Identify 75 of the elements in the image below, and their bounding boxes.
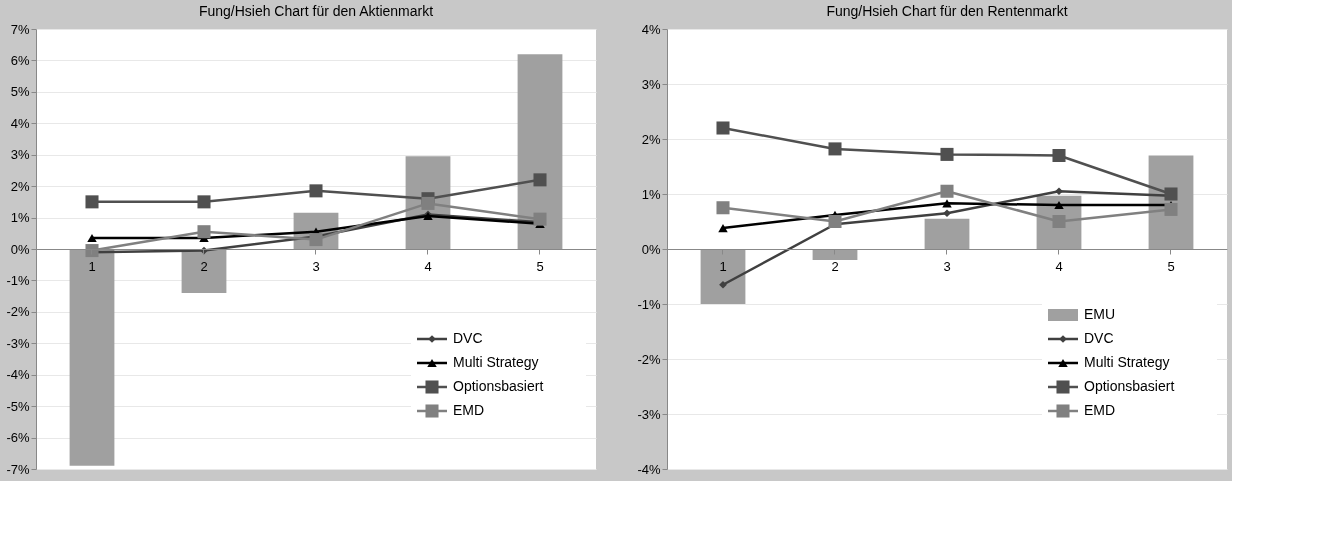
point xyxy=(716,121,730,135)
point xyxy=(943,209,951,218)
y-tick-label: -2% xyxy=(637,351,661,367)
point xyxy=(718,223,728,233)
point xyxy=(197,225,211,239)
y-tick-label: 2% xyxy=(641,131,661,147)
y-tick-label: 2% xyxy=(10,178,30,194)
y-tick-label: 5% xyxy=(10,84,30,100)
legend-label: Multi Strategy xyxy=(1084,354,1170,370)
point xyxy=(197,195,211,209)
legend-label: EMU xyxy=(1084,306,1116,322)
legend-label: Optionsbasiert xyxy=(453,378,544,394)
x-tick-label: 1 xyxy=(719,258,727,274)
point xyxy=(1164,187,1178,201)
legend-label: Optionsbasiert xyxy=(1084,378,1175,394)
x-tick-label: 1 xyxy=(88,258,96,274)
legend-label: EMD xyxy=(453,402,485,418)
y-tick-label: -1% xyxy=(6,272,30,288)
chart-title: Fung/Hsieh Chart für den Rentenmarkt xyxy=(826,3,1068,19)
point xyxy=(309,233,323,247)
x-tick-label: 2 xyxy=(200,258,208,274)
x-tick-label: 3 xyxy=(312,258,320,274)
y-tick-label: -7% xyxy=(6,461,30,477)
bar xyxy=(924,218,970,249)
y-tick-label: 4% xyxy=(10,115,30,131)
point xyxy=(1054,200,1064,210)
y-tick-label: -5% xyxy=(6,398,30,414)
x-tick-label: 5 xyxy=(536,258,544,274)
legend-label: EMD xyxy=(1084,402,1116,418)
point xyxy=(87,233,97,243)
y-tick-label: -4% xyxy=(6,367,30,383)
x-tick-label: 5 xyxy=(1167,258,1175,274)
y-tick-label: -2% xyxy=(6,304,30,320)
point xyxy=(828,142,842,156)
bar xyxy=(181,249,227,293)
point xyxy=(1164,202,1178,216)
y-tick-label: 6% xyxy=(10,52,30,68)
point xyxy=(533,173,547,187)
x-tick-label: 4 xyxy=(1055,258,1063,274)
y-tick-label: -1% xyxy=(637,296,661,312)
bar xyxy=(700,249,746,304)
point xyxy=(309,184,323,198)
y-tick-label: 1% xyxy=(641,186,661,202)
point xyxy=(716,201,730,215)
y-tick-label: 0% xyxy=(641,241,661,257)
bar xyxy=(812,249,858,260)
x-tick-label: 3 xyxy=(943,258,951,274)
legend-label: DVC xyxy=(453,330,483,346)
point xyxy=(940,184,954,198)
bar xyxy=(69,249,115,466)
point xyxy=(1052,148,1066,163)
y-tick-label: 0% xyxy=(10,241,30,257)
legend-label: Multi Strategy xyxy=(453,354,539,370)
chart-title: Fung/Hsieh Chart für den Aktienmarkt xyxy=(198,3,434,19)
point xyxy=(940,147,954,161)
y-tick-label: 3% xyxy=(641,76,661,92)
point xyxy=(719,280,727,289)
point xyxy=(1055,187,1063,196)
y-tick-label: 3% xyxy=(10,147,30,163)
y-tick-label: 7% xyxy=(10,21,30,37)
x-tick-label: 4 xyxy=(424,258,432,274)
point xyxy=(85,195,99,209)
y-tick-label: 1% xyxy=(10,210,30,226)
y-tick-label: -4% xyxy=(637,461,661,477)
bar xyxy=(517,54,563,249)
legend-label: DVC xyxy=(1084,330,1114,346)
y-tick-label: -6% xyxy=(6,430,30,446)
point xyxy=(421,196,435,210)
point xyxy=(85,244,99,258)
point xyxy=(828,214,842,229)
y-tick-label: -3% xyxy=(637,406,661,422)
y-tick-label: 4% xyxy=(641,21,661,37)
y-tick-label: -3% xyxy=(6,335,30,351)
point xyxy=(533,212,547,226)
x-tick-label: 2 xyxy=(831,258,839,274)
